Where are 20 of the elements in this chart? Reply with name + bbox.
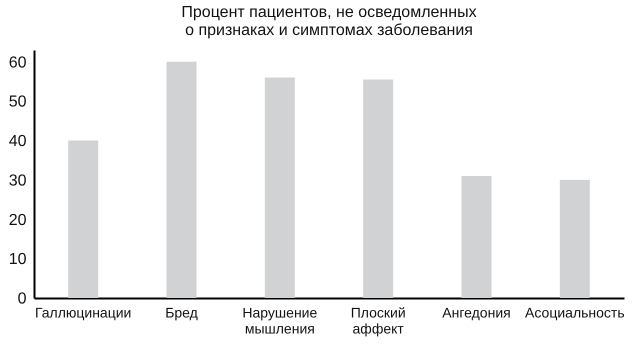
y-tick-label: 20: [8, 212, 27, 229]
bar: [560, 180, 590, 298]
chart-title: Процент пациентов, не осведомленных о признаках и симптомах заболевания: [181, 4, 477, 39]
x-tick-label: Галлюцинации: [34, 304, 132, 320]
bar: [166, 62, 196, 298]
bar: [264, 78, 295, 298]
y-tick-label: 0: [18, 290, 27, 308]
x-tick-label: Асоциальность: [525, 304, 625, 320]
x-tick-label: Ангедония: [442, 304, 511, 320]
x-tick-label: Бред: [165, 304, 198, 320]
x-tick-label: Плоский аффект: [350, 304, 406, 336]
y-tick-label: 60: [8, 54, 27, 72]
bar: [68, 140, 98, 298]
y-tick-label: 40: [8, 133, 27, 150]
y-tick-label: 10: [8, 251, 27, 268]
x-tick-label: Нарушение мышления: [242, 304, 318, 336]
bar: [363, 80, 394, 298]
y-tick-label: 30: [8, 172, 27, 190]
y-tick-label: 50: [8, 94, 27, 111]
bar: [462, 176, 492, 298]
